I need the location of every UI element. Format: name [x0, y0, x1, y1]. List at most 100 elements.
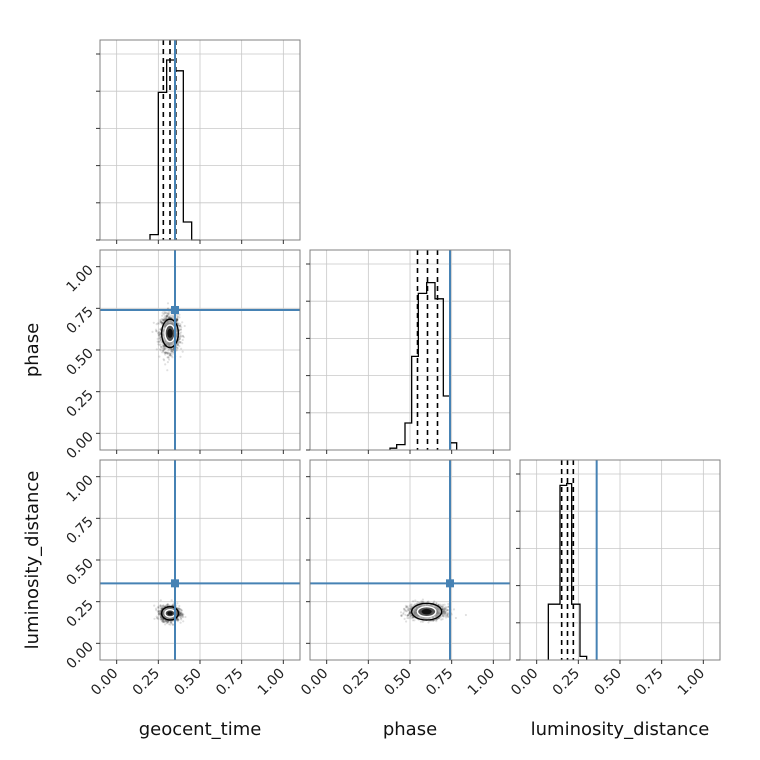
scatter-point	[159, 605, 162, 608]
scatter-point	[180, 616, 183, 619]
scatter-point	[160, 616, 163, 619]
scatter-point	[435, 601, 438, 605]
scatter-point	[177, 324, 180, 327]
scatter-point	[169, 352, 172, 355]
scatter-point	[404, 610, 407, 613]
scatter-point	[158, 344, 161, 347]
scatter-point	[464, 613, 467, 617]
scatter-point	[175, 318, 179, 321]
scatter-point	[164, 351, 167, 354]
scatter-point	[176, 602, 179, 605]
scatter-point	[411, 616, 414, 619]
scatter-point	[441, 618, 444, 621]
scatter-point	[162, 620, 165, 623]
scatter-point	[175, 346, 178, 349]
scatter-point	[155, 348, 158, 351]
scatter-point	[157, 343, 160, 346]
scatter-point	[156, 331, 160, 334]
scatter-point	[179, 611, 182, 614]
scatter-point	[442, 611, 445, 615]
scatter-point	[156, 610, 159, 613]
scatter-point	[182, 620, 185, 623]
contour-outer	[160, 605, 180, 621]
scatter-point	[159, 609, 162, 612]
scatter-point	[175, 318, 178, 321]
scatter-point	[177, 322, 180, 325]
scatter-point	[158, 340, 161, 343]
scatter-point	[156, 606, 159, 609]
scatter-point	[163, 316, 166, 319]
scatter-point	[158, 334, 161, 337]
scatter-point	[180, 612, 183, 616]
y-tick-label: 0.50	[63, 346, 96, 379]
scatter-point	[169, 354, 172, 357]
scatter-point	[446, 613, 449, 616]
scatter-point	[446, 609, 449, 612]
scatter-point	[160, 317, 164, 320]
scatter-point	[441, 607, 444, 610]
scatter-point	[444, 606, 447, 609]
scatter-point	[179, 355, 182, 358]
scatter-point	[158, 610, 161, 614]
scatter-point	[155, 330, 158, 333]
scatter-point	[181, 612, 184, 615]
scatter-point	[171, 314, 174, 317]
scatter-point	[166, 314, 169, 318]
scatter-point	[156, 340, 159, 343]
scatter-point	[171, 623, 175, 626]
scatter-point	[176, 318, 179, 321]
scatter-point	[166, 620, 169, 623]
scatter-point	[165, 621, 168, 624]
scatter-point	[427, 600, 430, 603]
scatter-point	[159, 617, 162, 620]
scatter-point	[166, 603, 169, 606]
scatter-point	[163, 318, 166, 321]
scatter-point	[166, 312, 169, 315]
scatter-point	[161, 620, 164, 623]
scatter-point	[163, 352, 166, 355]
scatter-point	[161, 619, 164, 622]
scatter-point	[165, 604, 168, 607]
scatter-point	[179, 323, 182, 326]
scatter-point	[155, 609, 158, 612]
scatter-point	[441, 603, 444, 607]
scatter-point	[160, 607, 163, 610]
scatter-point	[159, 337, 162, 340]
scatter-point	[405, 610, 408, 613]
scatter-point	[175, 319, 178, 322]
x-tick-label: 0.25	[130, 666, 163, 699]
scatter-point	[403, 607, 406, 611]
scatter-panel-phase-luminosity_distance: 0.00 0.25 0.50 0.75 1.00	[298, 459, 511, 699]
scatter-point	[156, 322, 159, 325]
scatter-point	[412, 600, 415, 603]
x-axis-label-luminosity_distance: luminosity_distance	[531, 719, 710, 740]
scatter-point	[169, 352, 172, 355]
scatter-point	[444, 614, 448, 618]
scatter-point	[170, 314, 173, 317]
scatter-point	[433, 600, 436, 603]
scatter-point	[406, 609, 409, 612]
scatter-point	[176, 343, 179, 347]
scatter-point	[406, 605, 409, 608]
scatter-point	[411, 619, 415, 622]
scatter-point	[159, 318, 162, 321]
scatter-point	[404, 604, 407, 607]
scatter-point	[442, 608, 446, 612]
scatter-point	[161, 618, 164, 621]
scatter-point	[178, 607, 181, 611]
scatter-point	[178, 313, 181, 316]
scatter-point	[157, 617, 160, 621]
scatter-point	[178, 604, 181, 608]
scatter-point	[179, 335, 182, 338]
scatter-point	[410, 605, 413, 608]
scatter-point	[400, 614, 403, 617]
scatter-point	[162, 348, 165, 352]
scatter-point	[157, 610, 160, 613]
scatter-point	[163, 348, 166, 351]
scatter-point	[178, 612, 181, 615]
scatter-point	[176, 347, 179, 350]
scatter-point	[155, 330, 158, 333]
scatter-point	[170, 350, 173, 353]
scatter-point	[444, 610, 447, 613]
